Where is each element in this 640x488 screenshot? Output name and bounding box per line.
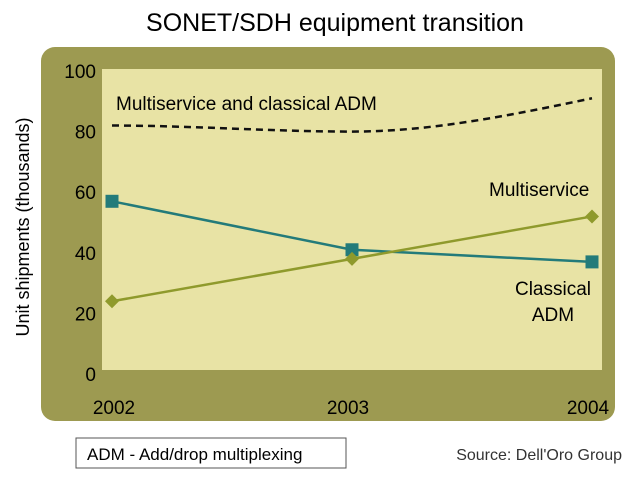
y-tick-label: 100 <box>64 62 96 83</box>
y-tick-label: 80 <box>75 123 96 144</box>
y-tick-label: 60 <box>75 183 96 204</box>
x-tick-label: 2002 <box>93 398 135 419</box>
plot-area <box>102 69 602 370</box>
y-axis-label: Unit shipments (thousands) <box>13 117 33 336</box>
series-point-square <box>105 194 119 208</box>
classical-series-annotation-line2: ADM <box>532 305 574 326</box>
source-text: Source: Dell'Oro Group <box>456 447 622 464</box>
footnote-box <box>75 437 347 469</box>
multiservice-series-annotation: Multiservice <box>489 180 589 201</box>
series-point-diamond <box>105 294 119 309</box>
footnote-text: ADM - Add/drop multiplexing <box>87 445 302 464</box>
x-tick-label: 2004 <box>567 398 610 419</box>
chart-title: SONET/SDH equipment transition <box>146 9 524 37</box>
x-axis-ticks: 2002 2003 2004 <box>93 398 610 419</box>
series-markers <box>105 194 599 309</box>
y-axis-ticks: 0 20 40 60 80 100 <box>64 62 96 386</box>
y-tick-label: 0 <box>85 365 96 386</box>
series-point-diamond <box>345 251 359 266</box>
series-point-diamond <box>585 209 599 224</box>
total-series-annotation: Multiservice and classical ADM <box>116 94 377 115</box>
y-tick-label: 40 <box>75 244 96 265</box>
classical-series-annotation-line1: Classical <box>515 279 591 300</box>
series-point-square <box>585 255 599 269</box>
series-line-2 <box>111 97 593 133</box>
y-tick-label: 20 <box>75 304 96 325</box>
x-tick-label: 2003 <box>327 398 369 419</box>
series-point-square <box>345 243 359 257</box>
